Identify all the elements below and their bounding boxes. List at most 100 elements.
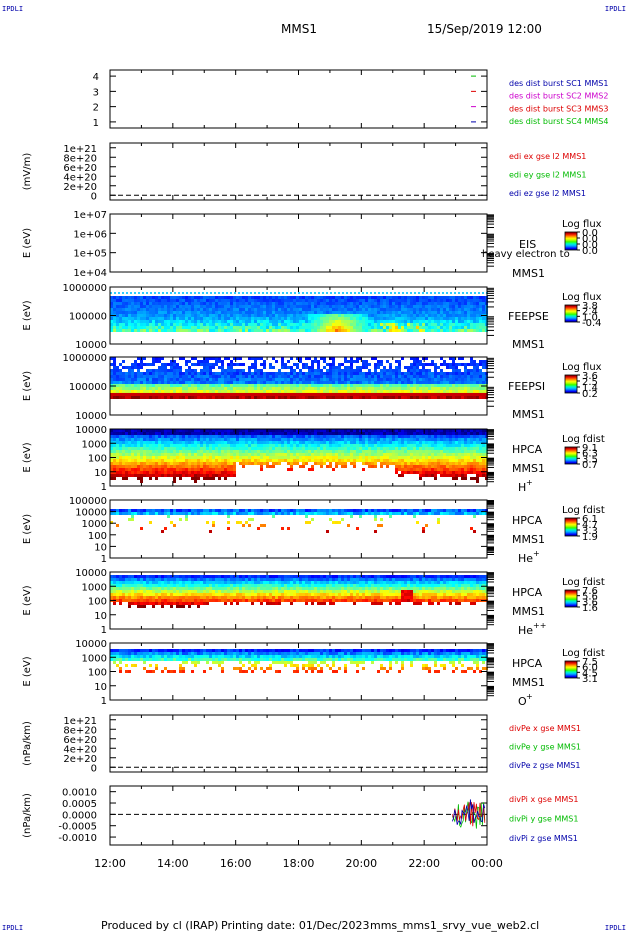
spectrogram-cell bbox=[119, 465, 122, 468]
spectrogram-cell bbox=[188, 456, 191, 459]
spectrogram-cell bbox=[335, 432, 338, 435]
spectrogram-cell bbox=[323, 450, 326, 453]
spectrogram-cell bbox=[365, 429, 368, 432]
spectrogram-cell bbox=[161, 381, 164, 384]
spectrogram-cell bbox=[341, 326, 344, 329]
spectrogram-cell bbox=[116, 447, 119, 450]
spectrogram-cell bbox=[212, 462, 215, 465]
spectrogram-cell bbox=[191, 375, 194, 378]
spectrogram-cell bbox=[173, 459, 176, 462]
spectrogram-cell bbox=[362, 462, 365, 465]
spectrogram-dot bbox=[398, 292, 400, 294]
spectrogram-cell bbox=[179, 432, 182, 435]
spectrogram-cell bbox=[404, 384, 407, 387]
spectrogram-cell bbox=[206, 441, 209, 444]
spectrogram-cell bbox=[278, 456, 281, 459]
spectrogram-cell bbox=[215, 326, 218, 329]
spectrogram-cell bbox=[278, 396, 281, 399]
spectrogram-dot bbox=[326, 292, 328, 294]
spectrogram-cell bbox=[128, 323, 131, 326]
spectrogram-cell bbox=[242, 459, 245, 462]
spectrogram-cell bbox=[443, 387, 446, 390]
spectrogram-cell bbox=[305, 311, 308, 314]
spectrogram-cell bbox=[230, 471, 233, 474]
spectrogram-cell bbox=[158, 435, 161, 438]
spectrogram-cell bbox=[251, 329, 254, 332]
spectrogram-cell bbox=[215, 387, 218, 390]
spectrogram-cell bbox=[386, 453, 389, 456]
spectrogram-cell bbox=[116, 329, 119, 332]
spectrogram-cell bbox=[155, 462, 158, 465]
spectrogram-cell bbox=[380, 462, 383, 465]
spectrogram-cell bbox=[470, 381, 473, 384]
spectrogram-cell bbox=[137, 462, 140, 465]
spectrogram-cell bbox=[224, 477, 227, 480]
spectrogram-cell bbox=[317, 459, 320, 462]
spectrogram-cell bbox=[308, 308, 311, 311]
spectrogram-cell bbox=[305, 308, 308, 311]
spectrogram-cell bbox=[398, 390, 401, 393]
spectrogram-cell bbox=[329, 465, 332, 468]
spectrogram-cell bbox=[263, 459, 266, 462]
spectrogram-cell bbox=[377, 438, 380, 441]
spectrogram-cell bbox=[434, 317, 437, 320]
spectrogram-cell bbox=[284, 308, 287, 311]
spectrogram-cell bbox=[200, 378, 203, 381]
spectrogram-cell bbox=[194, 453, 197, 456]
spectrogram-cell bbox=[125, 468, 128, 471]
spectrogram-dot bbox=[218, 292, 220, 294]
spectrogram-cell bbox=[176, 432, 179, 435]
spectrogram-cell bbox=[245, 372, 248, 375]
spectrogram-cell bbox=[323, 296, 326, 299]
spectrogram-cell bbox=[143, 296, 146, 299]
spectrogram-cell bbox=[167, 429, 170, 432]
spectrogram-cell bbox=[149, 305, 152, 308]
spectrogram-cell bbox=[212, 384, 215, 387]
spectrogram-cell bbox=[356, 429, 359, 432]
spectrogram-cell bbox=[386, 441, 389, 444]
spectrogram-cell bbox=[161, 314, 164, 317]
spectrogram-cell bbox=[137, 378, 140, 381]
spectrogram-cell bbox=[206, 311, 209, 314]
spectrogram-cell bbox=[179, 387, 182, 390]
spectrogram-cell bbox=[191, 372, 194, 375]
spectrogram-cell bbox=[344, 465, 347, 468]
spectrogram-cell bbox=[206, 305, 209, 308]
spectrogram-cell bbox=[272, 314, 275, 317]
spectrogram-cell bbox=[356, 314, 359, 317]
spectrogram-dot bbox=[342, 292, 344, 294]
spectrogram-cell bbox=[443, 363, 446, 366]
spectrogram-cell bbox=[281, 305, 284, 308]
spectrogram-cell bbox=[365, 329, 368, 332]
spectrogram-cell bbox=[287, 441, 290, 444]
spectrogram-cell bbox=[113, 326, 116, 329]
spectrogram-cell bbox=[302, 363, 305, 366]
spectrogram-cell bbox=[482, 363, 485, 366]
spectrogram-cell bbox=[152, 468, 155, 471]
spectrogram-cell bbox=[236, 308, 239, 311]
spectrogram-cell bbox=[320, 320, 323, 323]
spectrogram-cell bbox=[149, 474, 152, 477]
spectrogram-cell bbox=[170, 441, 173, 444]
spectrogram-cell bbox=[290, 447, 293, 450]
spectrogram-cell bbox=[218, 384, 221, 387]
spectrogram-cell bbox=[449, 396, 452, 399]
spectrogram-cell bbox=[200, 435, 203, 438]
spectrogram-cell bbox=[374, 369, 377, 372]
spectrogram-cell bbox=[122, 323, 125, 326]
spectrogram-cell bbox=[206, 296, 209, 299]
footer-produced-by: Produced by cl (IRAP) bbox=[101, 919, 219, 932]
spectrogram-cell bbox=[170, 468, 173, 471]
spectrogram-cell bbox=[266, 390, 269, 393]
spectrogram-cell bbox=[170, 450, 173, 453]
spectrogram-cell bbox=[434, 453, 437, 456]
spectrogram-cell bbox=[263, 387, 266, 390]
spectrogram-cell bbox=[362, 453, 365, 456]
spectrogram-cell bbox=[359, 447, 362, 450]
spectrogram-cell bbox=[227, 438, 230, 441]
spectrogram-cell bbox=[437, 317, 440, 320]
spectrogram-cell bbox=[188, 444, 191, 447]
spectrogram-cell bbox=[239, 317, 242, 320]
spectrogram-cell bbox=[377, 308, 380, 311]
spectrogram-cell bbox=[353, 375, 356, 378]
